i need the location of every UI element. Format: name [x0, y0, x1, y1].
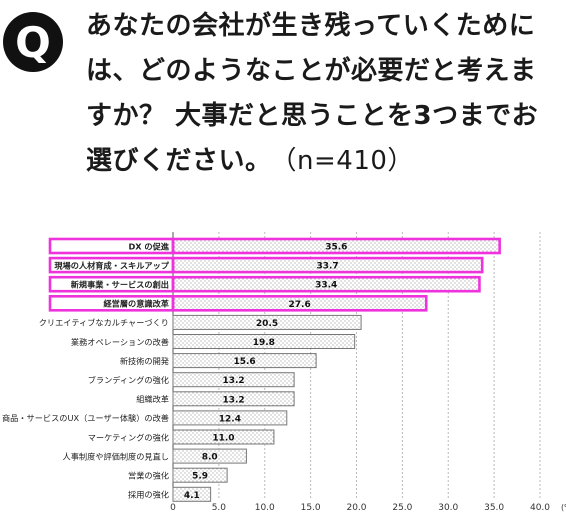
question-text: あなたの会社が生き残っていくためには、どのようなことが必要だと考えますか？ 大事… — [86, 4, 562, 184]
x-tick-label: 10.0 — [255, 503, 275, 513]
bar — [172, 391, 295, 407]
bar-chart: 35.6 33.7 33.4 27.6 20.5 19.8 15.6 13.2 13.2 12.4… — [2, 232, 566, 513]
x-tick-label: 0 — [170, 503, 176, 513]
x-tick-label: 35.0 — [484, 503, 504, 513]
x-tick-label: 25.0 — [392, 503, 412, 513]
x-tick-label: 5.0 — [212, 503, 227, 513]
bars: 35.6 33.7 33.4 27.6 20.5 19.8 15.6 13.2 13.2 12.4… — [171, 237, 501, 502]
category-label: 組織改革 — [136, 394, 169, 404]
bar — [172, 314, 362, 330]
bar-value-label: 15.6 — [233, 357, 255, 367]
x-unit-label: (%) — [561, 503, 566, 512]
category-label: 人事制度や評価制度の見直し — [63, 451, 169, 461]
bar-value-label: 11.0 — [212, 434, 234, 444]
label-highlight — [48, 256, 175, 274]
label-highlight — [48, 275, 175, 293]
category-label: クリエイティブなカルチャーづくり — [39, 318, 169, 328]
bar-value-label: 13.2 — [222, 376, 244, 386]
bar-value-label: 35.6 — [325, 243, 347, 253]
bar-value-label: 12.4 — [219, 414, 241, 424]
x-axis-ticks: 0 5.0 10.0 15.0 20.0 25.0 30.0 35.0 40.0 (%) — [170, 503, 566, 513]
bar-value-label: 8.0 — [202, 453, 218, 463]
category-label: 新技術の開発 — [120, 356, 169, 366]
bar-value-label: 27.6 — [289, 300, 311, 310]
category-label: DX の促進 — [128, 241, 169, 251]
label-highlight — [48, 237, 175, 255]
bar — [172, 410, 288, 426]
bar-value-label: 4.1 — [184, 491, 200, 501]
question-badge: Q — [3, 12, 63, 72]
bar — [172, 334, 356, 349]
sample-size: （n=410） — [283, 146, 414, 176]
category-label: 営業の強化 — [128, 471, 169, 481]
bar-value-label: 33.7 — [316, 262, 338, 272]
label-highlight — [48, 295, 175, 312]
bar-value-label: 33.4 — [315, 281, 337, 291]
category-label: 経営層の意識改革 — [103, 299, 169, 309]
category-label: 現場の人材育成・スキルアップ — [54, 260, 169, 270]
bar-value-label: 20.5 — [256, 319, 278, 329]
category-label: ブランディングの強化 — [88, 375, 169, 385]
category-label: マーケティングの強化 — [88, 432, 169, 442]
category-labels: DX の促進現場の人材育成・スキルアップ新規事業・サービスの創出経営層の意識改革… — [2, 237, 175, 500]
category-label: 商品・サービスのUX（ユーザー体験）の改善 — [2, 413, 169, 423]
bar — [172, 372, 295, 388]
category-label: 新規事業・サービスの創出 — [71, 280, 169, 290]
bar — [172, 448, 247, 464]
bar-value-label: 19.8 — [253, 338, 275, 348]
bar — [172, 486, 212, 502]
x-tick-label: 15.0 — [301, 503, 321, 513]
category-label: 採用の強化 — [128, 490, 169, 500]
bar-value-label: 13.2 — [222, 395, 244, 405]
x-tick-label: 40.0 — [530, 503, 550, 513]
bar-value-label: 5.9 — [192, 472, 208, 482]
bar — [172, 467, 228, 483]
x-tick-label: 30.0 — [438, 503, 458, 513]
bar — [172, 353, 317, 369]
category-label: 業務オペレーションの改善 — [71, 337, 169, 347]
question-body: あなたの会社が生き残っていくためには、どのようなことが必要だと考えますか？ 大事… — [86, 11, 539, 176]
x-tick-label: 20.0 — [346, 503, 366, 513]
bar — [172, 429, 275, 445]
